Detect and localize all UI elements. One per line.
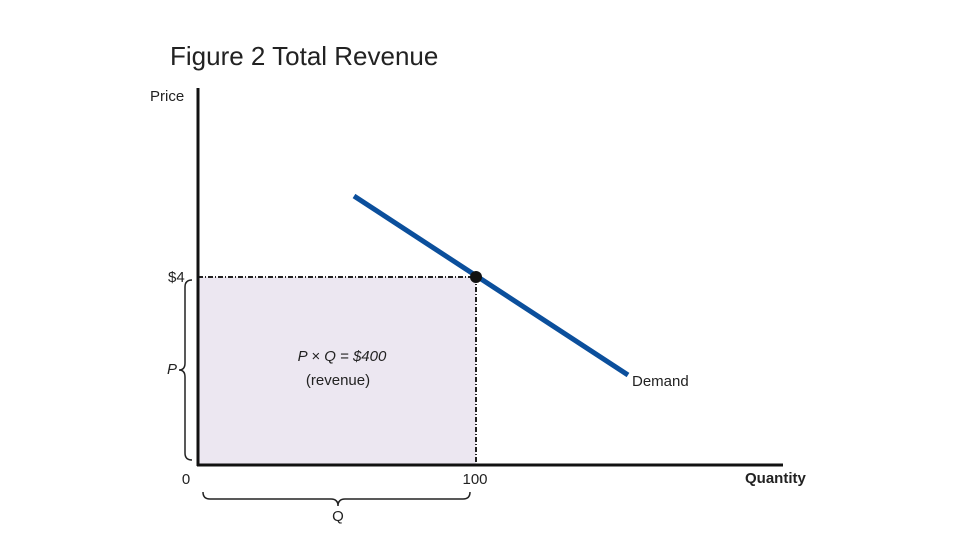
equilibrium-point — [470, 271, 482, 283]
price-brace-label: P — [167, 361, 177, 378]
revenue-label: P × Q = $400 — [298, 348, 387, 365]
quantity-brace — [202, 491, 471, 507]
demand-label: Demand — [632, 373, 689, 390]
y-axis-label: Price — [150, 88, 184, 105]
origin-label: 0 — [182, 471, 190, 488]
x-axis-label: Quantity — [745, 470, 806, 487]
price-brace — [178, 279, 193, 461]
revenue-note: (revenue) — [306, 372, 370, 389]
price-value: $4 — [168, 269, 185, 286]
title: Figure 2 Total Revenue — [170, 41, 438, 71]
revenue-area — [198, 277, 476, 465]
quantity-brace-label: Q — [332, 508, 344, 525]
quantity-value: 100 — [462, 471, 487, 488]
demand-curve — [352, 193, 630, 378]
